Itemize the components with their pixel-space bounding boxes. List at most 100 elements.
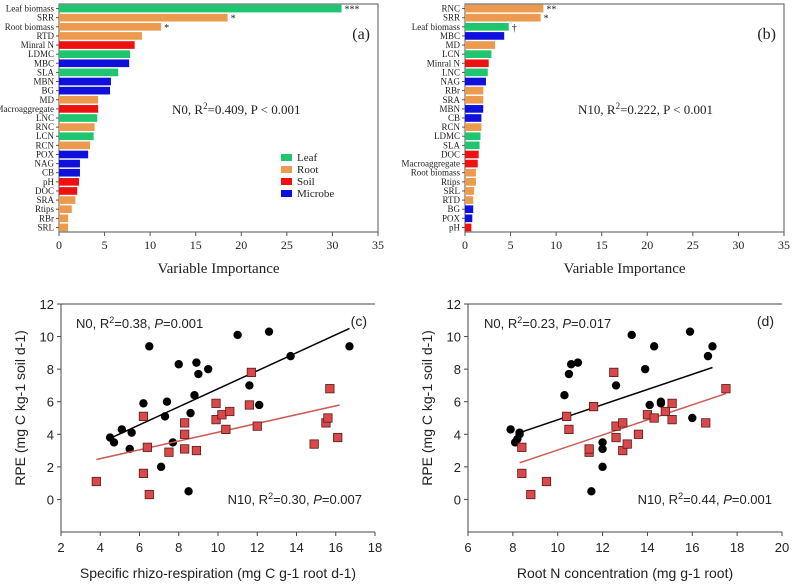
x-tick-label: 8 <box>509 540 516 555</box>
bar-ldmc <box>59 50 131 58</box>
point-n0 <box>117 425 127 434</box>
y-axis-title: RPE (mg C kg-1 soil d-1) <box>12 330 28 486</box>
bar-label: MBC <box>34 58 54 68</box>
y-tick-label: 8 <box>454 362 461 377</box>
bar-label: MBC <box>440 31 460 41</box>
bar-lcn <box>465 50 492 58</box>
bar-label: MD <box>39 95 54 105</box>
x-axis-title: Variable Importance <box>157 261 279 277</box>
bar-label: SRA <box>442 95 460 105</box>
point-n0 <box>506 425 515 434</box>
x-tick-label: 6 <box>136 540 143 555</box>
point-n10 <box>701 418 711 428</box>
stats-annotation-n10: N10, R2=0.44, P=0.001 <box>638 491 772 507</box>
bar-label: SRL <box>37 222 54 232</box>
x-tick-label: 35 <box>372 238 384 252</box>
bar-label: RNC <box>441 4 460 14</box>
bar-label: Root biomass <box>5 22 55 32</box>
model-fit-annotation: N0, R2=0.409, P < 0.001 <box>172 101 300 117</box>
bar-label: MBN <box>33 77 54 87</box>
stats-annotation-n0: N0, R2=0.38, P=0.001 <box>76 315 203 331</box>
p-symbol: P <box>723 492 732 507</box>
point-n10 <box>309 439 319 449</box>
x-axis-title: Specific rhizo-respiration (mg C g-1 roo… <box>80 565 356 581</box>
bar-pox <box>59 150 89 159</box>
x-tick-label: 14 <box>640 540 654 555</box>
bar-label: POX <box>442 213 461 223</box>
r2-superscript: 2 <box>517 315 522 325</box>
bar-root-biomass <box>465 168 476 177</box>
bar-srl <box>465 187 475 195</box>
bar-rtips <box>59 205 72 214</box>
bar-label: RTD <box>37 31 55 41</box>
y-tick-label: 0 <box>454 492 461 507</box>
annotation-superscript: 2 <box>203 101 208 111</box>
bar-label: LDMC <box>28 49 54 59</box>
bar-bg <box>465 205 474 214</box>
point-n10 <box>622 439 632 449</box>
bar-label: Root biomass <box>411 168 461 178</box>
point-n0 <box>645 400 654 410</box>
point-n0 <box>627 330 636 340</box>
y-tick-label: 12 <box>447 297 461 312</box>
bar-label: LCN <box>442 49 461 59</box>
point-n0 <box>162 397 172 406</box>
annotation-suffix: =0.222, P < 0.001 <box>620 102 713 117</box>
point-n0 <box>656 399 666 408</box>
bar-leaf-biomass <box>59 4 342 13</box>
bar-mbn <box>465 105 484 113</box>
x-tick-label: 4 <box>97 540 104 555</box>
bar-label: LCN <box>36 131 55 141</box>
point-n10 <box>562 411 572 421</box>
p-value: =0.001 <box>163 316 203 331</box>
point-n10 <box>225 406 235 417</box>
bar-label: NAG <box>35 159 55 169</box>
point-n10 <box>217 410 227 420</box>
r2-value: =0.38, <box>114 316 154 331</box>
fit-line-n0 <box>109 327 350 440</box>
bar-md <box>465 41 496 49</box>
scatter-panel-d: 6 8 10 12 14 16 18 20 0 2 4 6 8 10 12 Root N concentrat… <box>419 297 789 581</box>
bar-label: SRL <box>443 186 460 196</box>
point-n0 <box>139 399 148 408</box>
x-tick-label: 12 <box>595 540 609 555</box>
y-tick-label: 12 <box>40 297 54 312</box>
point-n0 <box>186 408 195 418</box>
bar-label: Macroaggregate <box>0 104 54 114</box>
point-n0 <box>194 369 203 379</box>
bar-ph <box>59 178 80 186</box>
r2-value: =0.44, <box>683 492 723 507</box>
bar-ldmc <box>465 132 481 141</box>
y-axis-title: RPE (mg C kg-1 soil d-1) <box>419 330 435 486</box>
fit-line-n0 <box>519 366 713 434</box>
bar-mbn <box>59 77 111 86</box>
point-n10 <box>144 489 154 500</box>
bar-label: pH <box>43 177 55 187</box>
bar-md <box>59 95 99 104</box>
bar-doc <box>465 150 479 159</box>
point-n10 <box>180 444 190 454</box>
bar-cb <box>59 168 80 177</box>
point-n0 <box>233 330 242 340</box>
bar-label: SLA <box>37 67 55 77</box>
point-n0 <box>174 360 183 369</box>
point-n10 <box>323 413 333 423</box>
x-tick-label: 20 <box>235 238 247 252</box>
legend-swatch-soil <box>281 178 292 185</box>
point-n0 <box>255 400 264 410</box>
bar-label: Leaf biomass <box>412 22 461 32</box>
point-n0 <box>192 358 201 367</box>
x-tick-label: 5 <box>508 238 514 252</box>
annotation-prefix: N10, R <box>578 102 616 117</box>
bar-label: Rtips <box>441 177 461 187</box>
legend-label: Soil <box>297 176 315 188</box>
point-n0 <box>598 438 607 447</box>
bar-rnc <box>465 4 544 13</box>
bar-label: SRA <box>36 195 54 205</box>
x-tick-label: 5 <box>102 238 108 252</box>
bar-label: POX <box>36 149 55 159</box>
annotation-suffix: =0.409, P < 0.001 <box>208 102 301 117</box>
series-name: N10, R <box>638 492 678 507</box>
